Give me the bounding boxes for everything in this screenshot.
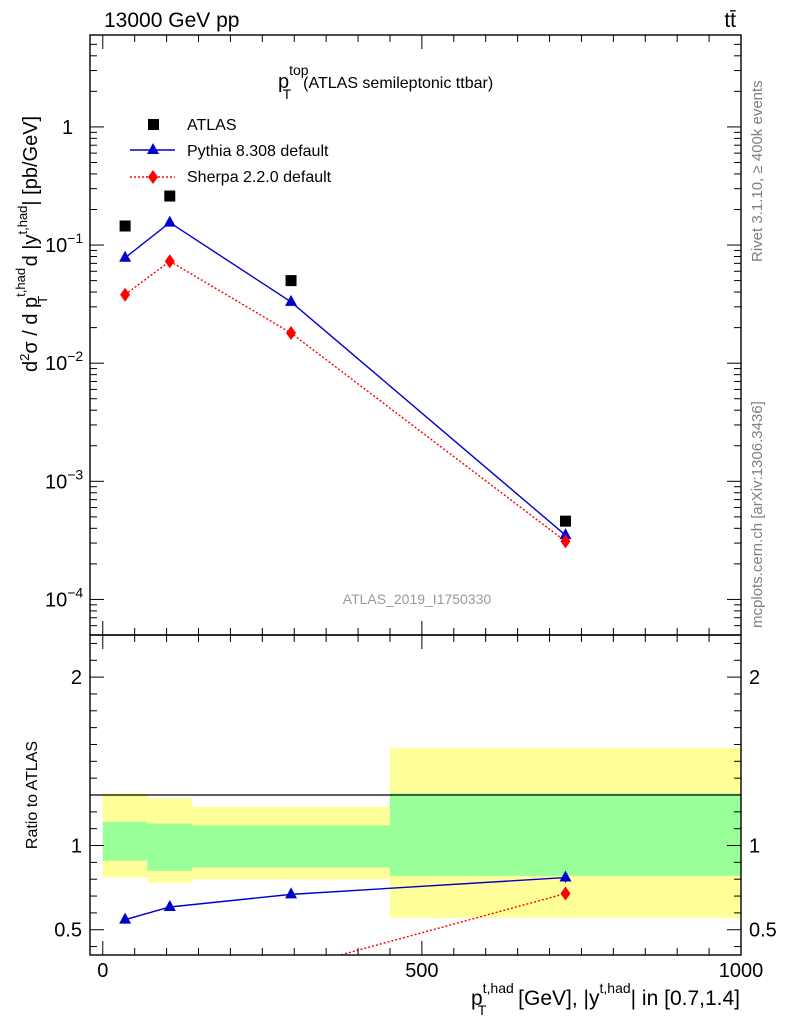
y-tick-label: 1 xyxy=(62,117,73,139)
legend-atlas-label: ATLAS xyxy=(187,117,237,134)
band-inner xyxy=(102,821,148,861)
data-point-diamond xyxy=(120,287,131,302)
data-point-square xyxy=(285,275,297,287)
y-tick-label: 10−4 xyxy=(45,584,83,611)
header-right: tt̄ xyxy=(724,9,736,32)
legend: ATLAS Pythia 8.308 default Sherpa 2.2.0 … xyxy=(130,117,332,186)
data-point-square xyxy=(559,515,571,527)
ratio-ylabel: Ratio to ATLAS xyxy=(24,741,41,849)
bottom-series-marks xyxy=(119,870,572,924)
plot-title: ptop T (ATLAS semileptonic ttbar) xyxy=(278,62,493,102)
bottom-ticks: 0.5 0.5 1 1 2 2 0 500 1000 xyxy=(54,635,777,982)
top-panel: ptop T (ATLAS semileptonic ttbar) d2σ / d … xyxy=(13,34,742,636)
ratio-point-triangle xyxy=(163,900,176,911)
series-line-triangle xyxy=(124,221,566,536)
top-ylabel: d2σ / d pt,hadT d |yt,had| [pb/GeV] xyxy=(13,116,50,372)
ratio-line-diamond xyxy=(337,892,566,955)
analysis-watermark: ATLAS_2019_I1750330 xyxy=(343,591,492,607)
data-point-diamond xyxy=(286,326,297,341)
band-inner xyxy=(389,793,741,876)
uncertainty-bands xyxy=(102,747,741,918)
ratio-y-tick-label-left: 0.5 xyxy=(54,920,82,942)
top-series-marks xyxy=(119,190,572,549)
ratio-point-triangle xyxy=(285,887,298,899)
y-tick-label: 10−2 xyxy=(45,348,83,375)
data-point-diamond xyxy=(560,534,571,549)
legend-sherpa-marker xyxy=(148,170,158,184)
legend-pythia-marker xyxy=(147,143,159,154)
ratio-point-triangle xyxy=(559,870,572,882)
x-tick-label: 0 xyxy=(97,960,108,982)
ratio-y-tick-label-right: 1 xyxy=(749,836,760,858)
band-inner xyxy=(192,825,390,868)
y-tick-label: 10−3 xyxy=(45,466,83,493)
bottom-panel: 0.5 0.5 1 1 2 2 0 500 1000 Ratio to ATLAS pt,had… xyxy=(24,634,777,1018)
data-point-square xyxy=(164,190,176,202)
top-ticks: 10−4 10−3 10−2 10−1 1 xyxy=(45,34,742,636)
title-sup: top xyxy=(289,62,309,78)
x-tick-label: 1000 xyxy=(719,960,764,982)
title-rest: (ATLAS semileptonic ttbar) xyxy=(303,75,493,92)
title-main: p xyxy=(278,71,289,93)
data-point-triangle xyxy=(163,215,176,227)
legend-pythia-label: Pythia 8.308 default xyxy=(187,143,329,160)
series-line-diamond xyxy=(124,260,566,542)
ratio-point-triangle xyxy=(119,912,132,924)
bottom-frame xyxy=(89,634,742,956)
bottom-xlabel: pt,had T [GeV], |yt,had| in [0.7,1.4] xyxy=(471,980,740,1018)
ratio-line-triangle xyxy=(124,876,566,921)
ratio-y-tick-label-left: 1 xyxy=(71,836,82,858)
bottom-series-lines xyxy=(124,876,566,955)
data-point-square xyxy=(119,220,131,232)
data-point-triangle xyxy=(559,528,572,540)
rivet-version-text: Rivet 3.1.10, ≥ 400k events xyxy=(749,80,766,262)
data-point-triangle xyxy=(285,294,298,306)
ratio-y-tick-label-right: 2 xyxy=(749,667,760,689)
top-series-lines xyxy=(124,221,566,542)
title-sub: T xyxy=(283,86,292,102)
x-tick-label: 500 xyxy=(405,960,438,982)
legend-atlas-marker xyxy=(148,119,159,130)
data-point-triangle xyxy=(119,250,132,262)
ratio-y-tick-label-left: 2 xyxy=(71,667,82,689)
band-inner xyxy=(147,823,193,871)
y-tick-label: 10−1 xyxy=(45,230,83,257)
ratio-y-tick-label-right: 0.5 xyxy=(749,920,777,942)
ratio-point-diamond xyxy=(560,886,571,901)
data-point-diamond xyxy=(164,254,175,269)
legend-sherpa-label: Sherpa 2.2.0 default xyxy=(187,169,332,186)
header-left: 13000 GeV pp xyxy=(104,9,239,32)
mcplots-text: mcplots.cern.ch [arXiv:1306.3436] xyxy=(749,401,766,628)
